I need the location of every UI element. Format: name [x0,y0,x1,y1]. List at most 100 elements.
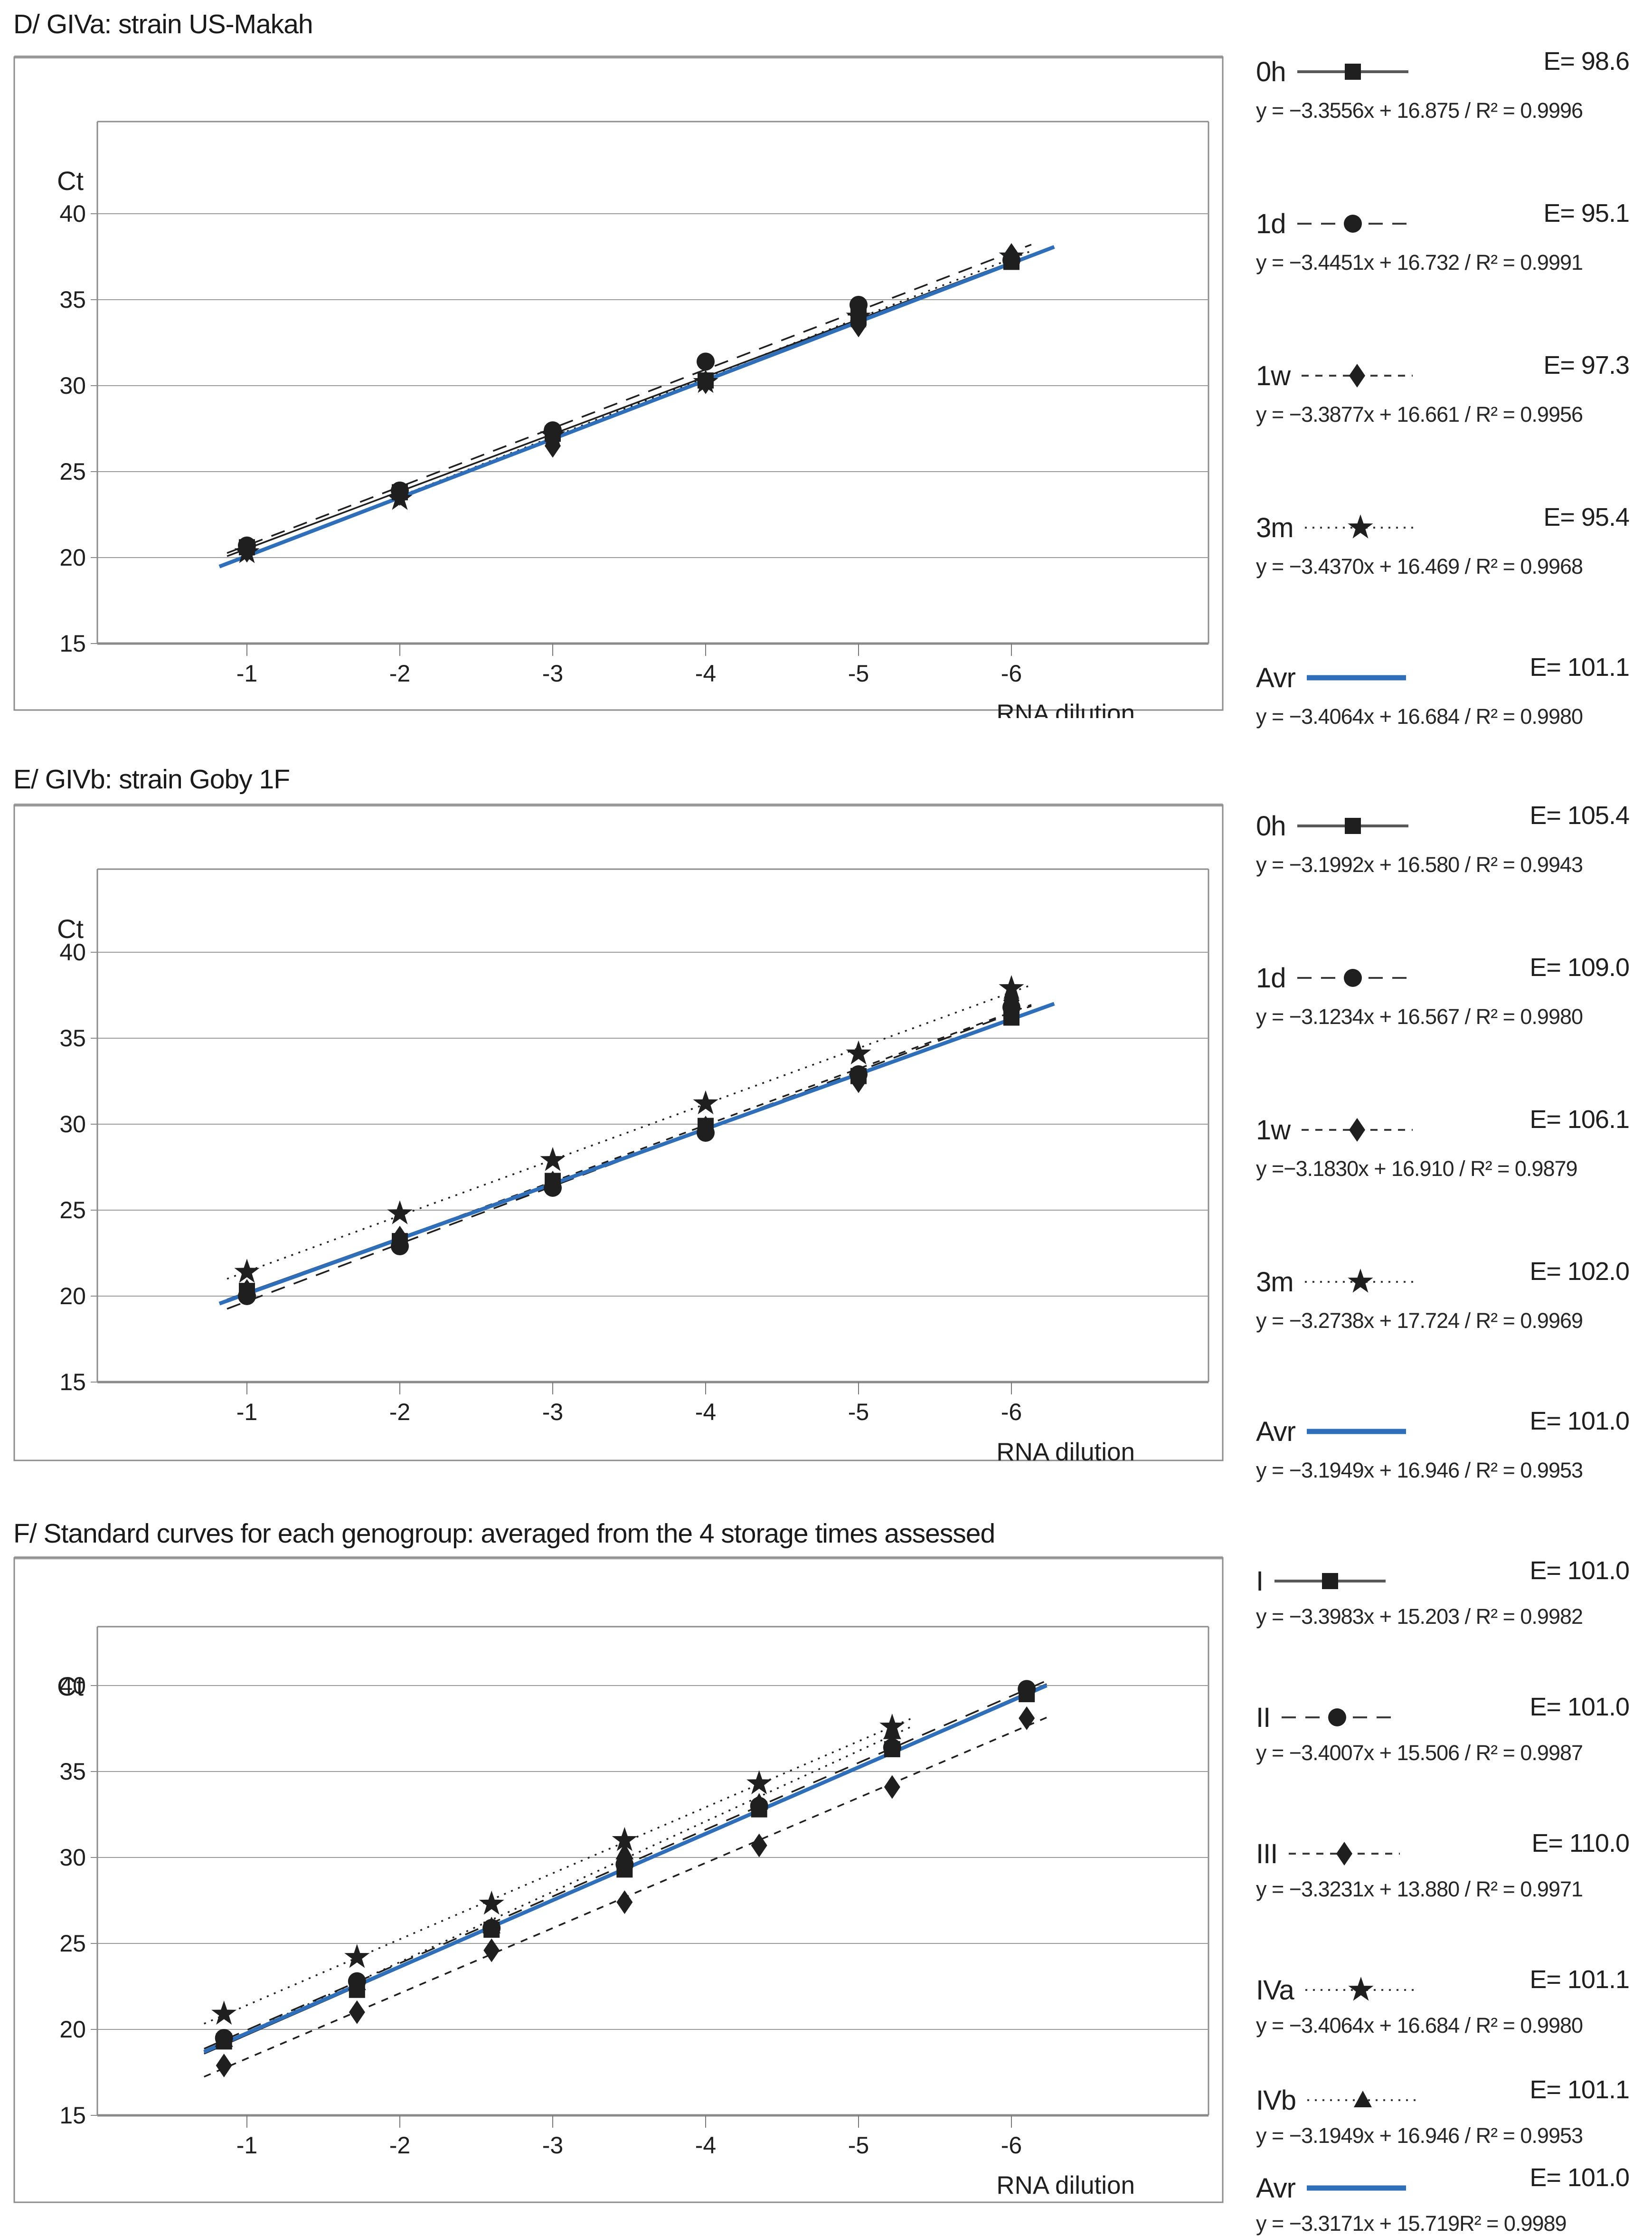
regression-equation: y = −3.3171x + 15.719R² = 0.9989 [1256,2211,1567,2236]
legend-series-label: 0h [1256,56,1286,87]
legend-series-label: IVa [1256,1974,1294,2006]
y-tick-label: 20 [59,1283,86,1309]
legend-series-label: IVb [1256,2084,1296,2116]
x-tick-label: -3 [542,2132,563,2159]
star-marker-icon [1347,514,1373,539]
legend-row-header: 3m E= 95.4 [1256,503,1652,546]
diamond-marker-icon [751,1833,767,1857]
chart-outer-frame [13,1557,1224,2203]
legend-row-header: IVa E= 101.1 [1256,1965,1652,2009]
legend-row-d-avr: Avr E= 101.1 y = −3.4064x + 16.684 / R² = … [1256,653,1652,729]
regression-equation: y = −3.3556x + 16.875 / R² = 0.9996 [1256,98,1583,123]
star-marker-icon [234,1259,260,1283]
panel-e-title: E/ GIVb: strain Goby 1F [13,764,290,795]
y-tick-label: 15 [59,630,86,657]
regression-equation: y = −3.3231x + 13.880 / R² = 0.9971 [1256,1877,1583,1901]
legend-row-header: IVb E= 101.1 [1256,2075,1652,2119]
legend-series-label: Avr [1256,2172,1296,2204]
legend-row-f-avr: Avr E= 101.0 y = −3.3171x + 15.719R² = 0.9… [1256,2163,1652,2236]
panel-f-title: F/ Standard curves for each genogroup: a… [13,1518,995,1549]
diamond-marker-icon [216,2054,232,2078]
diamond-marker-icon [1019,1706,1035,1730]
legend-row-header: 0h E= 98.6 [1256,47,1652,90]
y-tick-label: 15 [59,1369,86,1395]
star-marker-icon [1347,1269,1373,1293]
diamond-marker-icon [1003,988,1020,1013]
triangle-marker-icon [348,1973,366,1990]
diamond-marker-icon [1349,1118,1366,1142]
x-tick-label: -2 [389,660,410,687]
regression-equation: y = −3.1234x + 16.567 / R² = 0.9980 [1256,1004,1583,1029]
efficiency-value: E= 101.0 [1529,1556,1630,1585]
legend-row-header: Avr E= 101.0 [1256,1407,1652,1450]
legend-row-header: I E= 101.0 [1256,1556,1652,1600]
legend-series-label: 3m [1256,1266,1294,1298]
legend-row-header: III E= 110.0 [1256,1829,1652,1872]
efficiency-value: E= 101.0 [1529,1693,1630,1721]
star-marker-icon [1348,1977,1374,2001]
regression-equation: y = −3.3983x + 15.203 / R² = 0.9982 [1256,1604,1583,1629]
legend-row-f-ii: II E= 101.0 y = −3.4007x + 15.506 / R² = 0… [1256,1693,1652,1765]
legend-series-label: 3m [1256,512,1294,543]
legend-row-d-0h: 0h E= 98.6 y = −3.3556x + 16.875 / R² = 0.… [1256,47,1652,123]
trend-line-3m [227,984,1032,1280]
diamond-marker-icon [545,1171,561,1195]
regression-equation: y = −3.4370x + 16.469 / R² = 0.9968 [1256,554,1583,578]
standard-curve-chart-giva: 40 35 30 25 20 15 -1 -2 -3 -4 -5 -6 Ct RNA dilution [13,55,1224,718]
legend-series-label: 0h [1256,810,1286,842]
circle-marker-icon [1018,1680,1036,1698]
legend-row-header: Avr E= 101.0 [1256,2163,1652,2207]
square-marker-icon [1344,64,1361,80]
chart-outer-frame [13,804,1224,1461]
triangle-legend-icon [1307,2091,1419,2107]
legend-row-e-3m: 3m E= 102.0 y = −3.2738x + 17.724 / R² = 0… [1256,1257,1652,1333]
efficiency-value: E= 101.1 [1529,653,1630,682]
legend-row-e-1w: 1w E= 106.1 y =−3.1830x + 16.910 / R² = 0.… [1256,1105,1652,1181]
trend-line-IVa [204,1717,913,2025]
star-marker-icon [846,303,871,328]
legend-series-label: 1d [1256,962,1286,994]
star-marker-icon [387,1200,413,1224]
triangle-marker-icon [883,1722,901,1739]
x-tick-label: -4 [695,2132,716,2159]
star-marker-icon [846,1040,871,1065]
regression-equation: y = −3.3877x + 16.661 / R² = 0.9956 [1256,402,1583,426]
efficiency-value: E= 101.1 [1529,1965,1630,1994]
y-tick-label: 35 [59,1025,86,1052]
y-tick-label: 25 [59,1197,86,1223]
legend-row-e-avr: Avr E= 101.0 y = −3.1949x + 16.946 / R² = … [1256,1407,1652,1482]
regression-equation: y = −3.4064x + 16.684 / R² = 0.9980 [1256,2013,1583,2037]
legend-series-label: 1w [1256,360,1291,391]
efficiency-value: E= 102.0 [1529,1257,1630,1286]
diamond-marker-icon [698,1116,714,1140]
x-tick-label: -1 [236,660,257,687]
star-legend-icon [1305,1977,1416,2001]
legend-series-label: II [1256,1702,1271,1733]
star-marker-icon [211,2000,237,2025]
circle-marker-icon [1343,215,1362,233]
efficiency-value: E= 95.1 [1543,199,1630,227]
legend-series-label: I [1256,1565,1264,1597]
y-tick-label: 15 [59,2102,86,2129]
star-marker-icon [540,1147,566,1171]
regression-equation: y = −3.4064x + 16.684 / R² = 0.9980 [1256,704,1583,729]
legend-row-d-1w: 1w E= 97.3 y = −3.3877x + 16.661 / R² = 0.… [1256,351,1652,426]
diamond-marker-icon [850,1069,867,1093]
x-tick-label: -1 [236,1399,257,1425]
legend-series-label: Avr [1256,1416,1296,1447]
square-marker-icon [1344,818,1361,834]
legend-row-header: 0h E= 105.4 [1256,801,1652,844]
trend-line-Avr [218,1002,1055,1306]
diamond-marker-icon [884,1775,900,1799]
star-marker-icon [693,1090,718,1115]
star-marker-icon [693,369,718,393]
trend-line-Avr [218,245,1055,568]
chart-outer-frame [13,56,1224,711]
y-tick-label: 30 [59,372,86,399]
y-tick-label: 30 [59,1111,86,1137]
star-legend-icon [1304,1269,1416,1293]
x-tick-label: -3 [542,660,563,687]
diamond-marker-icon [616,1890,633,1914]
regression-equation: y =−3.1830x + 16.910 / R² = 0.9879 [1256,1156,1578,1181]
circle-marker-icon [615,1855,634,1874]
